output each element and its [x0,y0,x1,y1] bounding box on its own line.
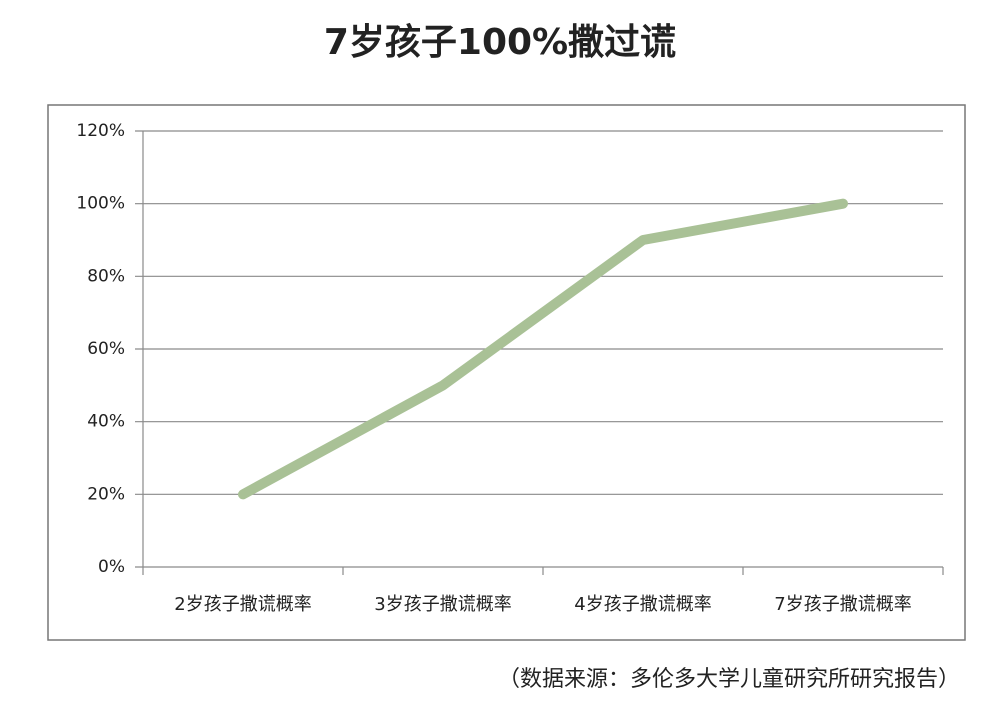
x-tick-label: 2岁孩子撒谎概率 [174,594,311,615]
y-tick-label: 60% [87,339,125,359]
y-tick-label: 40% [87,412,125,432]
y-tick-label: 80% [87,266,125,286]
x-tick-label: 4岁孩子撒谎概率 [574,594,711,615]
y-tick-label: 0% [98,557,125,577]
data-line [238,198,848,500]
source-note: （数据来源：多伦多大学儿童研究所研究报告） [498,667,960,692]
x-tick-label: 7岁孩子撒谎概率 [774,594,911,615]
x-tick-label: 3岁孩子撒谎概率 [374,594,511,615]
y-tick-label: 20% [87,484,125,504]
y-tick-label: 120% [76,121,125,141]
chart-title: 7岁孩子100%撒过谎 [324,22,676,63]
plot-frame [47,104,966,641]
y-tick-label: 100% [76,194,125,214]
